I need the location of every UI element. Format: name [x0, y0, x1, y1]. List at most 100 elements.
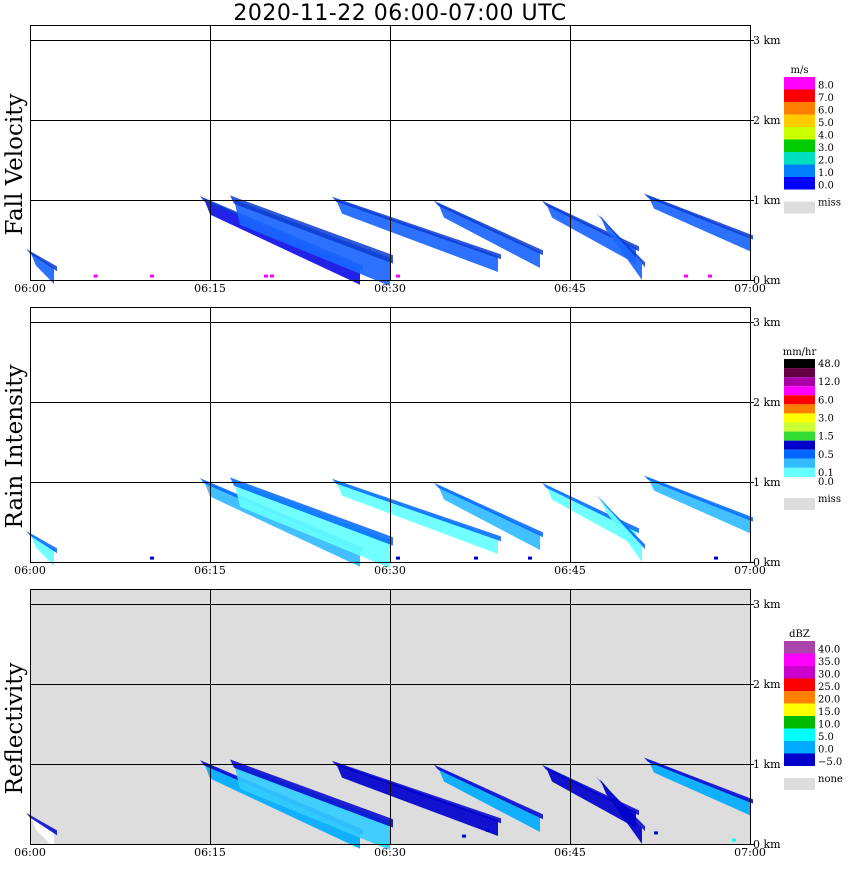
legend-swatch	[784, 114, 815, 127]
y-tick-label: 3 km	[753, 316, 781, 329]
echo-band	[438, 767, 540, 832]
plot-frame	[30, 589, 751, 845]
legend-miss-swatch	[784, 778, 815, 790]
y-tick-label: 0 km	[753, 838, 781, 851]
legend-swatch	[784, 691, 815, 704]
x-tick-label: 06:30	[374, 564, 406, 577]
legend-miss-label: miss	[818, 494, 841, 505]
echo-band	[648, 477, 750, 534]
echo-speckle	[150, 274, 154, 278]
x-tick-label: 06:30	[374, 282, 406, 295]
panel-ylabel: Reflectivity	[2, 663, 28, 795]
legend-swatch	[784, 449, 815, 459]
echo-edge	[596, 776, 645, 832]
x-tick-label: 06:45	[554, 282, 586, 295]
echo-band	[600, 779, 642, 844]
echo-speckle	[708, 274, 712, 278]
legend-swatch	[784, 359, 815, 369]
legend-swatch	[784, 127, 815, 140]
legend-swatch	[784, 476, 815, 486]
echo-speckle	[93, 274, 98, 278]
legend-swatch	[784, 741, 815, 754]
echo-edge	[230, 759, 393, 828]
legend-label: 7.0	[818, 93, 834, 104]
legend-swatch	[784, 641, 815, 654]
legend-swatch	[784, 703, 815, 716]
y-tick-label: 0 km	[753, 274, 781, 287]
x-tick-label: 06:45	[554, 564, 586, 577]
y-tick-label: 2 km	[753, 396, 781, 409]
x-tick-label: 07:00	[734, 564, 766, 577]
x-tick-label: 07:00	[734, 282, 766, 295]
x-tick-label: 06:15	[194, 846, 226, 859]
legend-label: 8.0	[818, 81, 834, 92]
legend-swatch	[784, 467, 815, 477]
echo-layer	[26, 475, 753, 568]
echo-speckle	[714, 556, 718, 560]
legend-miss-swatch	[784, 201, 815, 214]
legend-label: 0.0	[818, 477, 834, 488]
echo-speckle	[732, 838, 736, 842]
legend-swatch	[784, 413, 815, 423]
echo-edge	[596, 212, 645, 268]
echo-band	[30, 251, 54, 284]
legend-label: 15.0	[818, 707, 840, 718]
echo-edge	[644, 475, 753, 522]
legend-swatch	[784, 152, 815, 165]
echo-edge	[26, 248, 57, 272]
legend-miss-swatch	[784, 498, 815, 510]
legend-unit: m/s	[791, 65, 809, 76]
legend-swatch	[784, 395, 815, 405]
echo-edge	[644, 757, 753, 804]
legend-label: 10.0	[818, 720, 840, 731]
echo-speckle	[270, 274, 274, 278]
legend-label: 48.0	[818, 359, 840, 370]
legend-label: 0.0	[818, 745, 834, 756]
y-tick-label: 2 km	[753, 678, 781, 691]
legend-label: 20.0	[818, 695, 840, 706]
chart-title: 2020-11-22 06:00-07:00 UTC	[233, 1, 567, 26]
echo-edge	[332, 478, 501, 542]
legend-swatch	[784, 177, 815, 190]
legend-label: 30.0	[818, 670, 840, 681]
echo-speckle	[396, 556, 400, 560]
echo-speckle	[150, 556, 154, 560]
rain-intensity-panel: 0 km 1 km 2 km 3 km 06:00 06:15 06:30 06:45 07:0…	[2, 307, 841, 577]
echo-band	[648, 759, 750, 816]
legend-swatch	[784, 102, 815, 115]
x-tick-label: 06:15	[194, 282, 226, 295]
legend-label: 25.0	[818, 682, 840, 693]
echo-layer	[26, 193, 753, 286]
echo-speckle	[486, 829, 490, 832]
legend-label: 5.0	[818, 732, 834, 743]
legend-swatch	[784, 753, 815, 766]
echo-speckle	[264, 274, 268, 278]
echo-speckle	[396, 274, 400, 278]
legend-swatch	[784, 653, 815, 666]
panel-ylabel: Rain Intensity	[2, 364, 28, 528]
echo-speckle	[528, 556, 532, 560]
echo-band	[30, 815, 54, 848]
y-tick-label: 2 km	[753, 114, 781, 127]
legend-swatch	[784, 422, 815, 432]
y-tick-label: 1 km	[753, 194, 781, 207]
legend-label: 3.0	[818, 414, 834, 425]
legend-miss-label: none	[818, 774, 843, 785]
echo-layer	[26, 757, 753, 850]
echo-edge	[434, 764, 543, 820]
legend-swatch	[784, 139, 815, 152]
plot-frame	[30, 307, 751, 563]
echo-edge	[332, 760, 501, 824]
legend-label: 1.5	[818, 432, 834, 443]
echo-edge	[230, 477, 393, 546]
legend-swatch	[784, 164, 815, 177]
legend-label: 35.0	[818, 657, 840, 668]
panel-ylabel: Fall Velocity	[2, 94, 28, 236]
echo-band	[546, 767, 636, 828]
echo-band	[234, 481, 390, 568]
echo-band	[234, 199, 390, 286]
echo-band	[336, 763, 498, 836]
x-tick-label: 06:00	[14, 282, 46, 295]
x-tick-label: 06:30	[374, 846, 406, 859]
